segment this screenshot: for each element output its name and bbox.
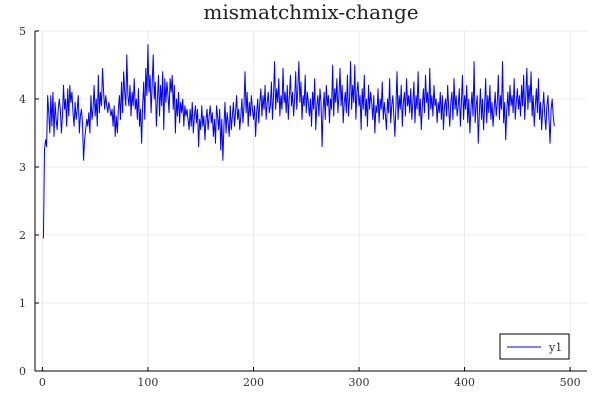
x-tick-label-200: 200 <box>243 376 264 389</box>
x-tick-label-0: 0 <box>39 376 46 389</box>
y-tick-label-0: 0 <box>19 365 26 378</box>
grid <box>35 30 587 372</box>
chart-title: mismatchmix-change <box>203 0 418 24</box>
series-line-y1 <box>42 44 555 239</box>
y-tick-label-5: 5 <box>19 25 26 38</box>
series-layer <box>42 44 555 239</box>
x-tick-label-100: 100 <box>137 376 158 389</box>
x-tick-label-500: 500 <box>560 376 581 389</box>
y-tick-label-2: 2 <box>19 229 26 242</box>
y-tick-label-1: 1 <box>19 297 26 310</box>
legend-label-y1: y1 <box>548 341 562 354</box>
x-tick-label-400: 400 <box>454 376 475 389</box>
tick-labels: 0 100 200 300 400 500 0 1 2 3 4 5 <box>19 25 581 389</box>
x-tick-label-300: 300 <box>349 376 370 389</box>
y-tick-label-4: 4 <box>19 93 26 106</box>
y-tick-label-3: 3 <box>19 161 26 174</box>
axes <box>34 30 587 372</box>
legend: y1 <box>499 333 570 360</box>
